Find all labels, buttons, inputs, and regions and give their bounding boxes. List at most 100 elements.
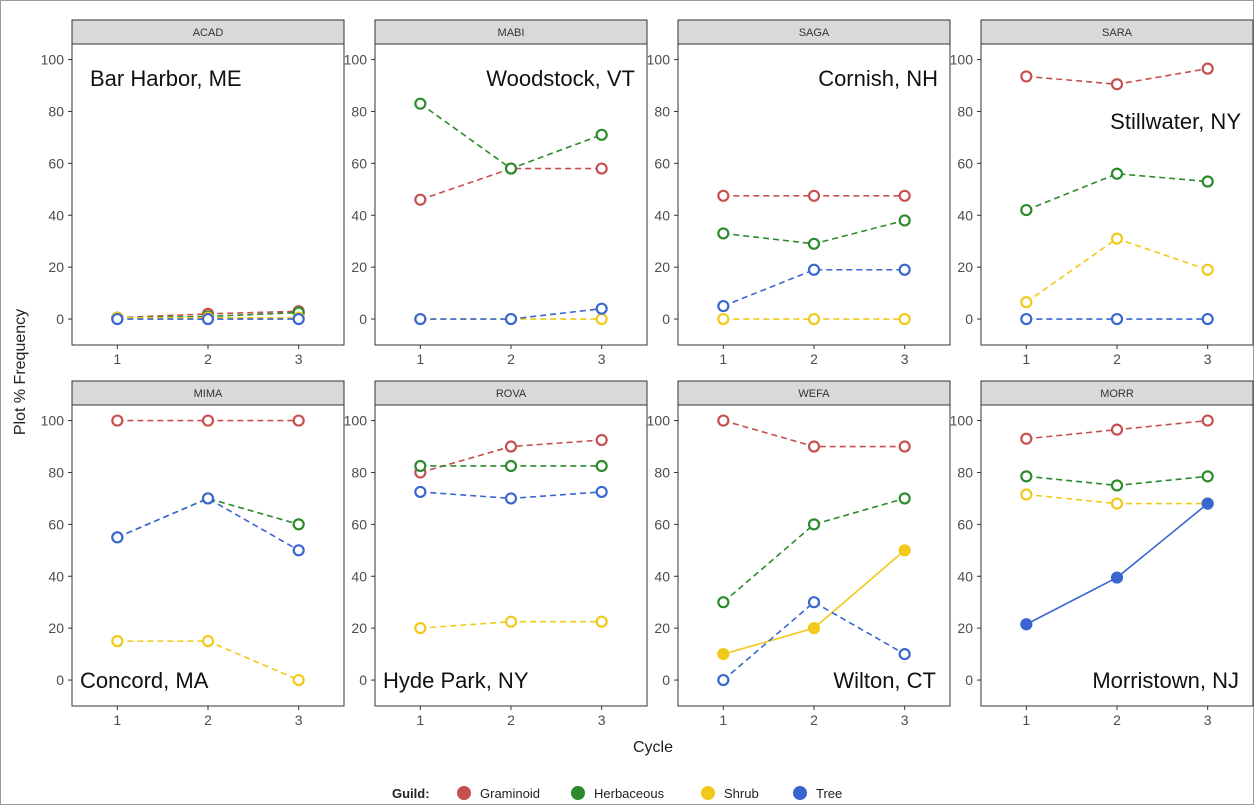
data-point-tree [1020,618,1033,631]
panel-code: MORR [1100,388,1134,400]
data-point-tree [717,299,730,313]
data-point-tree [1201,312,1214,326]
data-point-shrub [717,312,730,326]
series-tree [717,263,911,313]
x-tick-label: 1 [1022,351,1030,367]
x-tick-label: 3 [295,351,303,367]
x-tick-label: 1 [1022,712,1030,728]
data-point-herbaceous [1020,470,1033,483]
panel-strip [677,19,951,45]
x-tick-label: 2 [507,351,515,367]
series-tree [414,302,608,326]
data-point-shrub [414,622,427,635]
panel-location: Morristown, NJ [1092,668,1239,693]
x-tick-label: 2 [507,712,515,728]
panel-mima: MIMA 0 20 40 60 80 100 1 2 3 Concord, MA [41,380,345,728]
panel-code: SAGA [799,27,830,39]
panel-location: Cornish, NH [818,66,938,91]
data-point-graminoid [111,414,124,427]
series-herbaceous [414,459,608,473]
y-tick-label: 20 [957,620,973,636]
data-point-graminoid [1110,78,1124,91]
series-shrub [414,615,608,635]
data-point-shrub [717,648,730,661]
panel-strip [374,19,648,45]
data-point-tree [504,492,518,505]
legend-label-tree: Tree [816,786,842,801]
x-tick-label: 2 [1113,712,1121,728]
legend-swatch-herbaceous [571,786,585,800]
data-point-herbaceous [807,518,821,531]
series-shrub [717,544,911,661]
data-point-graminoid [807,189,821,202]
y-tick-label: 100 [950,52,974,68]
legend-swatch-tree [793,786,807,800]
x-axis-title: Cycle [633,739,673,756]
panel-code: SARA [1102,27,1133,39]
panel-location: Stillwater, NY [1110,109,1241,134]
series-line-tree [723,268,905,307]
data-point-herbaceous [595,128,608,141]
y-tick-label: 20 [654,620,670,636]
data-point-shrub [111,635,124,648]
series-shrub [1020,232,1214,309]
data-point-shrub [807,622,821,635]
data-point-tree [292,544,305,557]
data-point-graminoid [292,414,305,427]
data-point-herbaceous [1201,470,1214,483]
y-tick-label: 100 [41,52,65,68]
data-point-herbaceous [807,237,821,250]
series-shrub [111,635,305,687]
panel-mabi: MABI 0 20 40 60 80 100 1 2 3 Woodstock, VT [344,19,648,367]
panel-strip [374,380,648,406]
y-tick-label: 100 [344,52,368,68]
panel-location: Concord, MA [80,668,209,693]
panel-frame [71,404,345,707]
data-point-tree [201,492,215,505]
y-tick-label: 100 [950,413,974,429]
data-point-herbaceous [595,459,608,473]
data-point-herbaceous [292,518,305,531]
series-tree [414,485,608,505]
x-tick-label: 2 [1113,351,1121,367]
x-tick-label: 3 [295,712,303,728]
y-tick-label: 80 [957,464,973,480]
data-point-graminoid [414,193,427,206]
data-point-herbaceous [898,214,911,227]
panel-frame [374,404,648,707]
data-point-graminoid [1201,62,1214,75]
data-point-herbaceous [414,459,427,473]
series-herbaceous [717,214,911,250]
panel-strip [980,19,1254,45]
data-point-shrub [1020,296,1033,309]
panel-strip [980,380,1254,406]
data-point-shrub [807,312,821,326]
panel-sara: SARA 0 20 40 60 80 100 1 2 3 Stillwater, NY [950,19,1254,367]
y-tick-label: 80 [48,103,64,119]
y-tick-label: 0 [56,311,64,327]
legend-swatch-graminoid [457,786,471,800]
y-tick-label: 0 [56,672,64,688]
panel-code: MIMA [194,388,223,400]
data-point-herbaceous [1110,479,1124,492]
data-point-shrub [292,673,305,687]
data-point-tree [1110,312,1124,326]
y-tick-label: 20 [351,259,367,275]
data-point-tree [1020,312,1033,326]
data-point-tree [595,485,608,499]
legend: Guild: Graminoid Herbaceous Shrub Tree [392,786,842,801]
y-tick-label: 40 [957,568,973,584]
legend-swatch-shrub [701,786,715,800]
y-tick-label: 40 [48,568,64,584]
y-tick-label: 0 [662,672,670,688]
data-point-herbaceous [1020,203,1033,217]
y-tick-label: 0 [359,672,367,688]
y-tick-label: 100 [647,413,671,429]
x-tick-label: 3 [1204,351,1212,367]
data-point-graminoid [1020,432,1033,445]
data-point-shrub [1110,497,1124,510]
data-point-tree [1110,571,1124,584]
panel-code: ACAD [193,27,224,39]
